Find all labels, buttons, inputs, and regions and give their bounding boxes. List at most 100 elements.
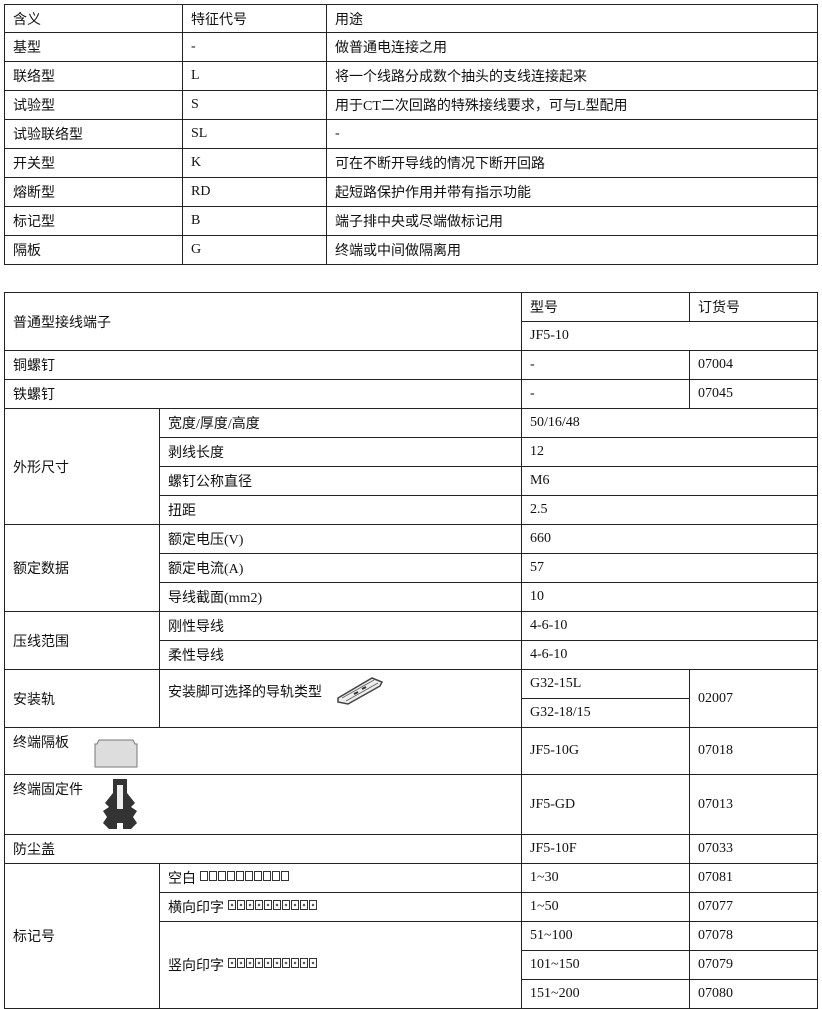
table-row: 试验型 S 用于CT二次回路的特殊接线要求，可与L型配用 — [4, 90, 818, 120]
usage: 起短路保护作用并带有指示功能 — [326, 177, 818, 207]
spec-table: 普通型接线端子 型号 订货号 JF5-10 铜螺钉 - 07004 铁螺钉 - … — [4, 292, 818, 1009]
usage: 端子排中央或尽端做标记用 — [326, 206, 818, 236]
end-plate-icon — [93, 738, 139, 773]
value: 2.5 — [521, 495, 818, 525]
range: 101~150 — [521, 950, 690, 980]
terminal-type-table: 含义 特征代号 用途 基型 - 做普通电连接之用 联络型 L 将一个线路分成数个抽头的支… — [4, 4, 818, 265]
group-label: 额定数据 — [4, 524, 160, 612]
label: 宽度/厚度/高度 — [159, 408, 522, 438]
table-row: 额定电流(A) 57 — [5, 553, 818, 583]
code: S — [182, 90, 327, 120]
model-value: JF5-10 — [521, 321, 818, 351]
label: 防尘盖 — [4, 834, 522, 864]
table-row: 铁螺钉 - 07045 — [4, 379, 818, 409]
usage: - — [326, 119, 818, 149]
order: 07077 — [689, 892, 818, 922]
table-row: 铜螺钉 - 07004 — [4, 350, 818, 380]
rail-desc-cell: 安装脚可选择的导轨类型 — [159, 669, 522, 728]
usage: 做普通电连接之用 — [326, 32, 818, 62]
meaning: 开关型 — [4, 148, 183, 178]
table-row: 额定数据 额定电压(V) 660 — [4, 524, 818, 612]
table-row: 基型 - 做普通电连接之用 — [4, 32, 818, 62]
table-row: 联络型 L 将一个线路分成数个抽头的支线连接起来 — [4, 61, 818, 91]
order: 07004 — [689, 350, 818, 380]
product-title: 普通型接线端子 — [4, 292, 522, 351]
table-row: 开关型 K 可在不断开导线的情况下断开回路 — [4, 148, 818, 178]
order: 07018 — [689, 727, 818, 775]
value: 50/16/48 — [521, 408, 818, 438]
value: 4-6-10 — [521, 640, 818, 670]
label-cell: 竖向印字 — [159, 921, 522, 1009]
header-code: 特征代号 — [182, 4, 327, 33]
table-row: 熔断型 RD 起短路保护作用并带有指示功能 — [4, 177, 818, 207]
value: 57 — [521, 553, 818, 583]
group-label: 安装轨 — [4, 669, 160, 728]
table-row: 横向印字 1~50 07077 — [5, 892, 818, 922]
group-label: 压线范围 — [4, 611, 160, 670]
model: G32-15L — [521, 669, 690, 699]
label: 刚性导线 — [159, 611, 522, 641]
model-header: 型号 — [521, 292, 690, 322]
code: B — [182, 206, 327, 236]
meaning: 隔板 — [4, 235, 183, 265]
label: 空白 — [168, 872, 196, 887]
label: 横向印字 — [168, 901, 224, 916]
code: SL — [182, 119, 327, 149]
table-row: 隔板 G 终端或中间做隔离用 — [4, 235, 818, 265]
label: 螺钉公称直径 — [159, 466, 522, 496]
model: JF5-10F — [521, 834, 690, 864]
usage: 终端或中间做隔离用 — [326, 235, 818, 265]
meaning: 标记型 — [4, 206, 183, 236]
order: 07080 — [689, 979, 818, 1009]
table-row: 柔性导线 4-6-10 — [5, 640, 818, 670]
range: 151~200 — [521, 979, 690, 1009]
table-row: 普通型接线端子 型号 订货号 — [4, 292, 818, 351]
value: 4-6-10 — [521, 611, 818, 641]
label-cell: 空白 — [159, 863, 522, 893]
model: - — [521, 379, 690, 409]
label: 额定电压(V) — [159, 524, 522, 554]
value: 12 — [521, 437, 818, 467]
table-row: 导线截面(mm2) 10 — [5, 582, 818, 612]
table-row: 标记号 空白 1~30 07081 — [4, 863, 818, 1009]
meaning: 试验型 — [4, 90, 183, 120]
code: RD — [182, 177, 327, 207]
table-row: 试验联络型 SL - — [4, 119, 818, 149]
order: 07078 — [689, 921, 818, 951]
order: 02007 — [689, 669, 818, 728]
header-usage: 用途 — [326, 4, 818, 33]
table-row: 扭距 2.5 — [5, 495, 818, 525]
model: JF5-GD — [521, 774, 690, 835]
meaning: 基型 — [4, 32, 183, 62]
table-row: 终端固定件 JF5-GD 07013 — [4, 774, 818, 835]
label: 额定电流(A) — [159, 553, 522, 583]
label: 剥线长度 — [159, 437, 522, 467]
group-label: 标记号 — [4, 863, 160, 1009]
table-row: JF5-10 — [5, 321, 818, 351]
order: 07079 — [689, 950, 818, 980]
group-label: 外形尺寸 — [4, 408, 160, 525]
code: K — [182, 148, 327, 178]
usage: 用于CT二次回路的特殊接线要求，可与L型配用 — [326, 90, 818, 120]
table-row: 防尘盖 JF5-10F 07033 — [4, 834, 818, 864]
label: 安装脚可选择的导轨类型 — [168, 685, 322, 701]
range: 51~100 — [521, 921, 690, 951]
order: 07045 — [689, 379, 818, 409]
horizontal-marker-strip-icon — [228, 900, 317, 910]
model: G32-18/15 — [521, 698, 690, 728]
range: 1~30 — [521, 863, 690, 893]
code: G — [182, 235, 327, 265]
end-stop-icon — [101, 779, 139, 834]
model: - — [521, 350, 690, 380]
table-row: 螺钉公称直径 M6 — [5, 466, 818, 496]
table-row: 安装轨 安装脚可选择的导轨类型 G32-15L 02007 — [4, 669, 818, 728]
value: M6 — [521, 466, 818, 496]
vertical-marker-strip-icon — [228, 958, 317, 968]
range: 1~50 — [521, 892, 690, 922]
label: 扭距 — [159, 495, 522, 525]
table-row: 标记型 B 端子排中央或尽端做标记用 — [4, 206, 818, 236]
meaning: 熔断型 — [4, 177, 183, 207]
order-header: 订货号 — [689, 292, 818, 322]
label-cell: 横向印字 — [159, 892, 522, 922]
table-row: 终端隔板 JF5-10G 07018 — [4, 727, 818, 775]
